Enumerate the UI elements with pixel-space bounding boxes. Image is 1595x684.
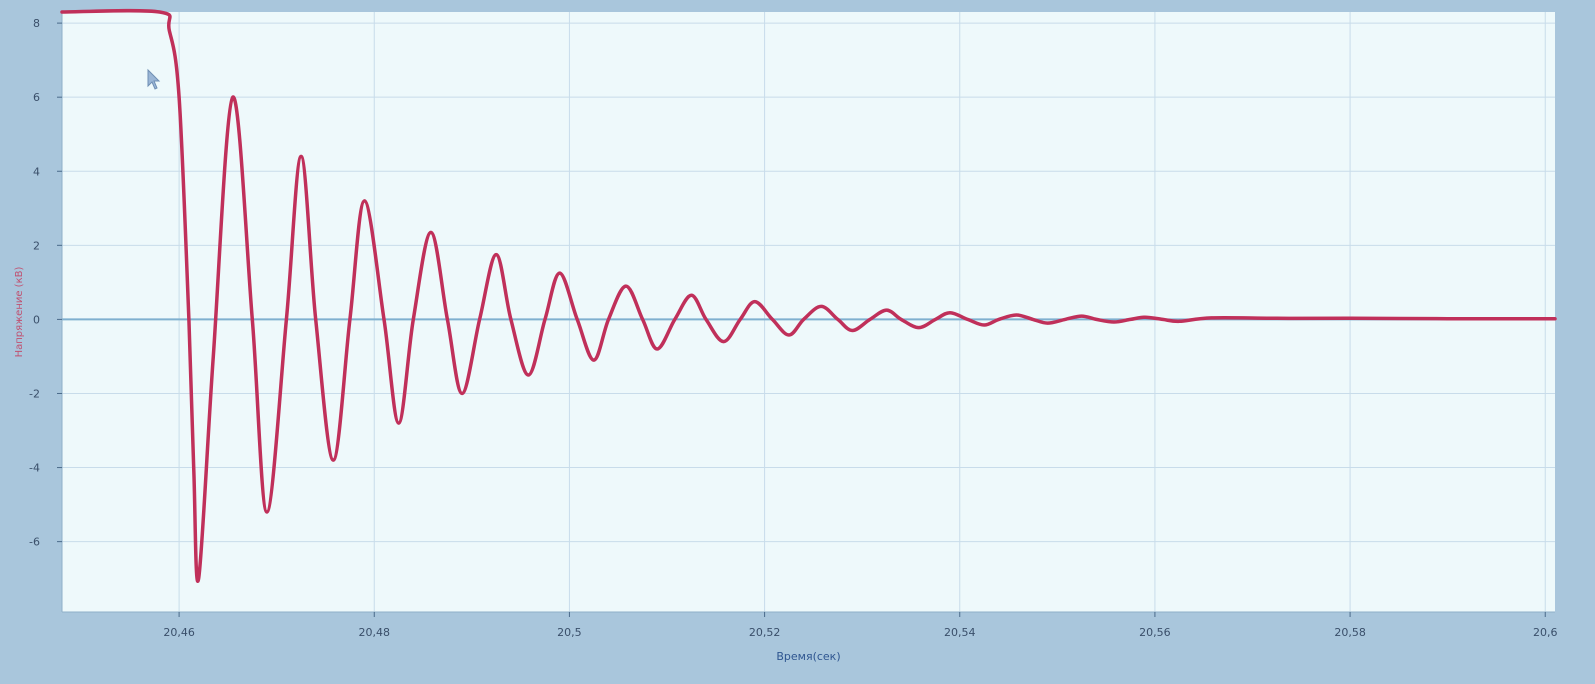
- x-tick-label-1: 20,48: [359, 626, 391, 639]
- x-tick-label-6: 20,58: [1334, 626, 1366, 639]
- x-axis-title: Время(сек): [776, 650, 840, 663]
- y-tick-label-4: 0: [33, 313, 40, 326]
- y-tick-label-7: -6: [29, 536, 40, 549]
- y-tick-label-0: 8: [33, 17, 40, 30]
- series-line-0: [60, 8, 1557, 583]
- y-tick-label-1: 6: [33, 91, 40, 104]
- x-tick-label-4: 20,54: [944, 626, 976, 639]
- x-tick-label-3: 20,52: [749, 626, 781, 639]
- y-tick-label-3: 2: [33, 239, 40, 252]
- x-tick-label-0: 20,46: [163, 626, 195, 639]
- y-tick-label-2: 4: [33, 165, 40, 178]
- mouse-pointer-icon: [147, 68, 161, 90]
- plot-area: [62, 12, 1555, 612]
- y-tick-label-5: -2: [29, 387, 40, 400]
- series-group: [60, 8, 1557, 583]
- x-axis: 20,46 20,48 20,5 20,52 20,54 20,56 20,58 20,6: [62, 611, 1558, 639]
- x-tick-label-5: 20,56: [1139, 626, 1171, 639]
- x-tick-label-7: 20,6: [1533, 626, 1558, 639]
- x-tick-label-2: 20,5: [557, 626, 582, 639]
- y-axis-title: Напряжение (кВ): [14, 267, 25, 358]
- y-axis: 8 6 4 2 0 -2 -4 -6: [29, 12, 63, 612]
- y-tick-label-6: -4: [29, 462, 40, 475]
